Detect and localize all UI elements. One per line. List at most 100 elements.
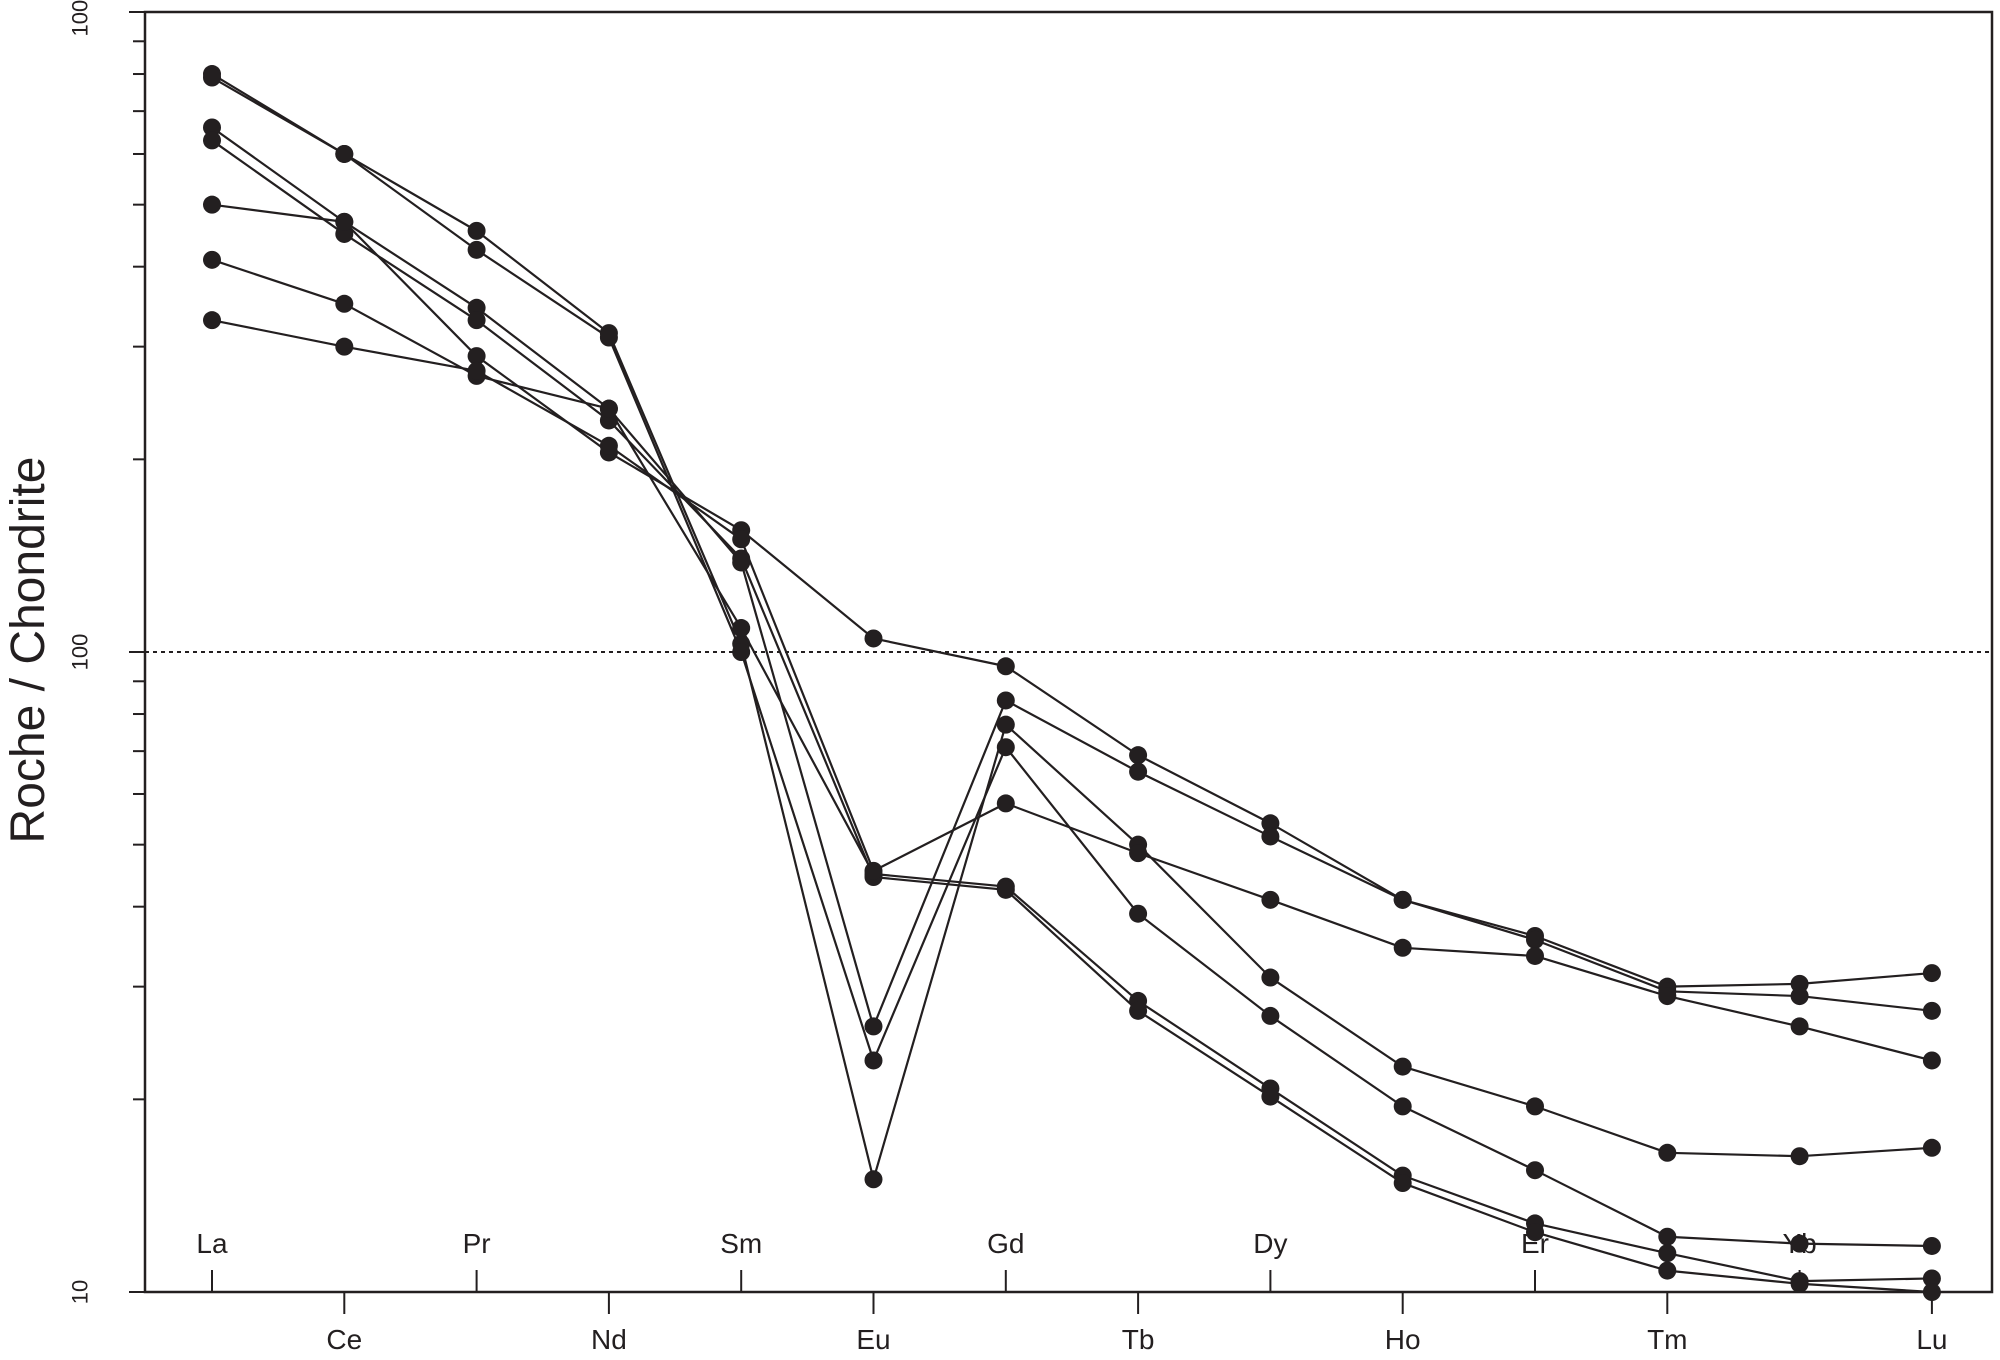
series-7 <box>203 311 1941 1070</box>
data-point <box>1261 968 1280 987</box>
data-point <box>467 221 486 240</box>
data-point <box>732 643 751 661</box>
data-point <box>1526 1223 1544 1242</box>
data-point <box>1129 762 1148 781</box>
data-point <box>599 436 618 455</box>
data-point <box>1790 1234 1809 1253</box>
series-line <box>211 258 1933 1028</box>
y-axis-label: Roche / Chondrite <box>2 457 55 844</box>
data-point <box>1658 1261 1677 1280</box>
data-point <box>1922 964 1941 983</box>
data-point <box>864 1017 883 1036</box>
data-point <box>1790 1147 1809 1166</box>
data-point <box>732 553 751 572</box>
data-point <box>467 240 486 259</box>
data-point <box>335 212 354 231</box>
x-tick-label: Ce <box>326 1324 362 1355</box>
data-point <box>1790 1274 1809 1293</box>
data-point <box>203 311 221 330</box>
data-point <box>1922 1236 1941 1255</box>
x-tick-label: Tb <box>1122 1324 1155 1355</box>
series-line <box>211 126 1932 1283</box>
data-point <box>203 68 221 87</box>
data-point <box>1526 930 1544 949</box>
data-point <box>203 131 221 150</box>
data-point <box>1261 1006 1280 1025</box>
data-point <box>732 530 751 549</box>
series-4 <box>203 131 1941 1301</box>
data-point <box>1790 1017 1809 1036</box>
data-point <box>864 629 883 648</box>
data-point <box>1129 844 1148 863</box>
data-point <box>996 715 1015 734</box>
x-tick-label: Dy <box>1253 1228 1287 1259</box>
series-line <box>211 203 1932 988</box>
series-line <box>211 319 1933 1062</box>
data-point <box>599 399 618 418</box>
data-point <box>1129 1001 1148 1020</box>
data-point <box>335 144 354 163</box>
data-point <box>996 738 1015 757</box>
series-line <box>211 73 1932 1181</box>
series-5 <box>203 195 1941 996</box>
data-point <box>1922 1283 1941 1301</box>
series-1 <box>203 65 1941 1189</box>
data-point <box>1526 946 1544 965</box>
data-point <box>864 1051 883 1070</box>
data-point <box>1261 890 1280 909</box>
data-point <box>1922 1001 1941 1020</box>
data-point <box>335 294 354 313</box>
data-point <box>996 657 1015 676</box>
x-tick-label: Ho <box>1385 1324 1421 1355</box>
data-point <box>467 311 486 330</box>
x-tick-label: Eu <box>856 1324 890 1355</box>
data-point <box>1658 1244 1677 1263</box>
data-point <box>467 361 486 380</box>
data-point <box>732 619 751 638</box>
series-3 <box>203 118 1941 1291</box>
data-point <box>1393 1097 1412 1116</box>
data-point <box>996 691 1015 710</box>
data-point <box>599 328 618 347</box>
data-point <box>1261 814 1280 833</box>
y-tick-label: 100 <box>68 634 93 671</box>
data-point <box>203 118 221 137</box>
data-point <box>1261 827 1280 846</box>
data-point <box>1658 987 1677 1006</box>
data-point <box>467 347 486 366</box>
data-point <box>467 298 486 317</box>
data-point <box>1393 890 1412 909</box>
data-point <box>1922 1051 1941 1070</box>
x-tick-label: Sm <box>720 1228 762 1259</box>
data-point <box>1393 1174 1412 1193</box>
data-point <box>1129 746 1148 765</box>
data-point <box>1261 1087 1280 1106</box>
data-point <box>1393 1057 1412 1076</box>
x-tick-label: Gd <box>987 1228 1024 1259</box>
data-point <box>1129 904 1148 923</box>
x-tick-label: Nd <box>591 1324 627 1355</box>
y-tick-label: 10 <box>68 1280 93 1304</box>
x-tick-label: La <box>196 1228 228 1259</box>
series-2 <box>203 68 1941 1255</box>
data-point <box>1526 1097 1544 1116</box>
x-tick-label: Tm <box>1647 1324 1687 1355</box>
data-point <box>1658 1227 1677 1246</box>
x-tick-label: Pr <box>463 1228 491 1259</box>
data-point <box>996 880 1015 899</box>
data-point <box>1922 1138 1941 1157</box>
data-point <box>864 1170 883 1189</box>
x-tick-label: Lu <box>1916 1324 1947 1355</box>
series-6 <box>203 250 1941 1036</box>
data-point <box>335 337 354 356</box>
data-point <box>1526 1161 1544 1180</box>
axes: 101001000LaCePrNdSmEuGdTbDyHoErTmYbLu <box>68 0 1994 1355</box>
y-tick-label: 1000 <box>68 0 93 36</box>
series-line <box>211 139 1932 1294</box>
data-point <box>864 861 883 880</box>
data-point <box>996 794 1015 813</box>
data-point <box>203 195 221 214</box>
series-line <box>211 76 1932 1248</box>
data-point <box>1658 1143 1677 1162</box>
